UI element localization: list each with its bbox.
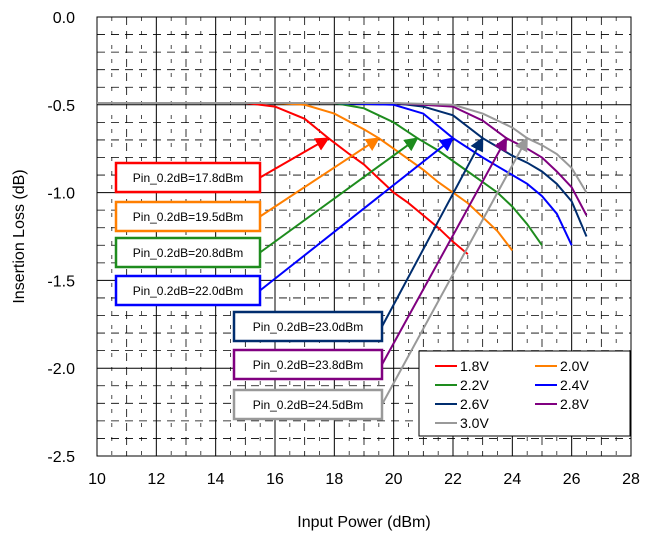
x-tick-label: 24: [503, 471, 521, 488]
annotation-label: Pin_0.2dB=23.8dBm: [253, 358, 363, 372]
legend: 1.8V 2.0V 2.2V 2.4V 2.6V 2.8V 3.0V: [418, 350, 631, 437]
annotation-arrow: [381, 136, 529, 405]
annotation-arrow: [259, 137, 455, 292]
series-line-3.0V: [97, 102, 588, 194]
annotation-label: Pin_0.2dB=20.8dBm: [133, 246, 243, 260]
x-tick-label: 18: [325, 471, 343, 488]
annotation-arrow: [259, 137, 330, 179]
legend-label-2.8V: 2.8V: [560, 396, 589, 412]
plot-area-border: [96, 16, 632, 457]
y-tick-label: -0.5: [47, 98, 75, 115]
annotation-arrow: [259, 137, 381, 218]
annotation-label: Pin_0.2dB=19.5dBm: [133, 210, 243, 224]
legend-label-2.4V: 2.4V: [560, 377, 589, 393]
y-axis-label: Insertion Loss (dB): [11, 169, 28, 303]
annotation-label: Pin_0.2dB=24.5dBm: [253, 398, 363, 412]
annotation-box: [232, 310, 384, 343]
x-tick-label: 14: [207, 471, 225, 488]
y-tick-label: -1.0: [47, 186, 75, 203]
x-tick-label: 28: [622, 471, 640, 488]
annotation-box: [114, 236, 262, 269]
y-tick-label: -2.0: [47, 361, 75, 378]
legend-label-2.6V: 2.6V: [460, 396, 489, 412]
axis-ticks: 10 12 14 16 18 20 22 24 26 28 0.0 -0.5 -1.0 -1.5 -2.0 -…: [47, 10, 640, 488]
annotation-label: Pin_0.2dB=22.0dBm: [133, 284, 243, 298]
annotation-box: [232, 388, 384, 421]
x-tick-label: 20: [385, 471, 403, 488]
annotations: Pin_0.2dB=17.8dBm Pin_0.2dB=19.5dBm Pin_0.…: [114, 136, 529, 421]
annotation-box: [114, 161, 262, 194]
annotation-arrow: [381, 136, 508, 365]
y-tick-label: -2.5: [47, 449, 75, 466]
legend-label-2.0V: 2.0V: [560, 358, 589, 374]
annotation-box: [114, 274, 262, 307]
series-line-2.8V: [97, 102, 588, 216]
y-tick-label: -1.5: [47, 273, 75, 290]
x-tick-label: 26: [563, 471, 581, 488]
x-tick-label: 16: [266, 471, 284, 488]
annotation-arrow: [259, 137, 419, 254]
legend-label-1.8V: 1.8V: [460, 358, 489, 374]
annotation-arrow: [381, 136, 484, 327]
grid: [96, 16, 632, 457]
x-tick-label: 22: [444, 471, 462, 488]
x-axis-label: Input Power (dBm): [297, 514, 430, 531]
x-tick-label: 10: [88, 471, 106, 488]
annotation-box: [114, 200, 262, 233]
annotation-box: [232, 348, 384, 381]
y-tick-label: 0.0: [53, 10, 75, 27]
x-tick-label: 12: [147, 471, 165, 488]
annotation-label: Pin_0.2dB=17.8dBm: [133, 171, 243, 185]
legend-label-2.2V: 2.2V: [460, 377, 489, 393]
annotation-label: Pin_0.2dB=23.0dBm: [253, 320, 363, 334]
legend-label-3.0V: 3.0V: [460, 415, 489, 431]
